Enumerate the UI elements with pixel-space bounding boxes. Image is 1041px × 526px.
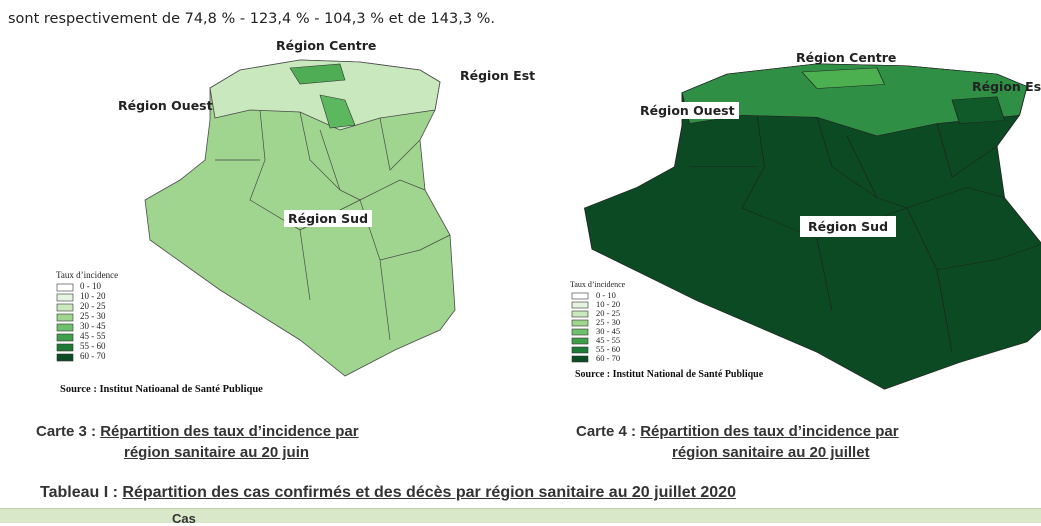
legend-title: Taux d’incidence <box>56 270 118 280</box>
region-label: Région Sud <box>800 216 896 237</box>
region-label: Région Ouest <box>636 102 739 119</box>
source: Source : Institut National de Santé Publ… <box>575 369 763 380</box>
legend-item: 25 - 30 <box>80 311 106 321</box>
caption: Carte 3 : Répartition des taux d’inciden… <box>36 423 359 440</box>
map-3 <box>57 60 455 376</box>
caption-text: Répartition des taux d’incidence par <box>640 423 898 440</box>
caption-label: Carte 3 : <box>36 423 96 440</box>
caption-text: Répartition des taux d’incidence par <box>100 423 358 440</box>
legend-item: 45 - 55 <box>80 331 106 341</box>
region-label: Région Est <box>972 79 1041 94</box>
caption-text: région sanitaire au 20 juillet <box>672 444 870 461</box>
caption: région sanitaire au 20 juillet <box>672 444 870 461</box>
legend-item: 60 - 70 <box>80 351 106 361</box>
legend-swatches <box>572 293 588 362</box>
caption-label: Carte 4 : <box>576 423 636 440</box>
caption-label: Tableau I : <box>40 484 118 501</box>
caption-text: Répartition des cas confirmés et des déc… <box>122 484 736 501</box>
table-caption: Tableau I : Répartition des cas confirmé… <box>40 484 736 502</box>
legend-item: 60 - 70 <box>596 354 620 363</box>
legend-swatches <box>57 284 73 361</box>
legend-title: Taux d’incidence <box>570 280 625 289</box>
legend-item: 10 - 20 <box>80 291 106 301</box>
caption: Carte 4 : Répartition des taux d’inciden… <box>576 423 899 440</box>
caption: région sanitaire au 20 juin <box>124 444 309 461</box>
region-label: Région Ouest <box>118 98 213 113</box>
region-label: Région Centre <box>796 50 896 65</box>
legend-item: 20 - 25 <box>80 301 106 311</box>
legend-item: 55 - 60 <box>80 341 106 351</box>
source: Source : Institut Natioanal de Santé Pub… <box>60 384 263 395</box>
table-header-cell: Cas <box>172 511 196 526</box>
caption-text: région sanitaire au 20 juin <box>124 444 309 461</box>
region-label: Région Sud <box>284 210 372 227</box>
legend-item: 0 - 10 <box>80 281 106 291</box>
legend-item: 30 - 45 <box>80 321 106 331</box>
region-label: Région Centre <box>276 38 376 53</box>
region-label: Région Est <box>460 68 535 83</box>
table-header: Cas <box>0 508 1041 523</box>
